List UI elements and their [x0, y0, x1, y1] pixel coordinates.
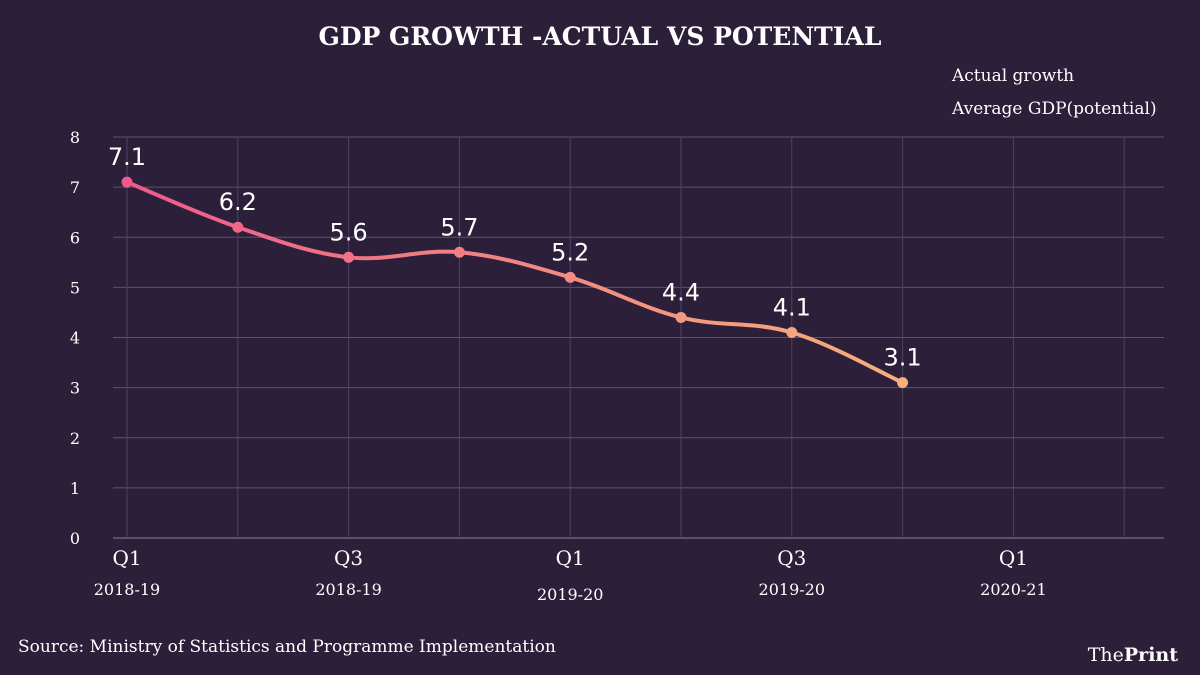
chart-title: GDP GROWTH -ACTUAL VS POTENTIAL: [319, 22, 882, 51]
series-actual: [121, 176, 909, 389]
actual-point: [121, 176, 133, 188]
data-label: 5.2: [551, 238, 589, 266]
actual-point: [453, 246, 465, 258]
x-tick-year: 2019-20: [759, 580, 825, 599]
actual-point: [675, 311, 687, 323]
data-label: 3.1: [884, 344, 922, 372]
actual-point: [786, 326, 798, 338]
x-tick-year: 2019-20: [537, 585, 603, 604]
data-label: 6.2: [219, 188, 257, 216]
y-tick-label: 0: [70, 529, 80, 548]
actual-point: [343, 251, 355, 263]
brand-prefix: The: [1088, 644, 1124, 666]
legend: Actual growth Average GDP(potential): [883, 66, 1157, 119]
x-tick-year: 2020-21: [980, 580, 1046, 599]
data-label: 5.7: [440, 213, 478, 241]
actual-point: [564, 271, 576, 283]
actual-point: [232, 221, 244, 233]
data-labels: 7.1 6.2 5.6 5.7 5.2 4.4 4.1 3.1: [108, 143, 922, 371]
y-tick-label: 4: [70, 329, 80, 348]
x-tick-quarter: Q1: [999, 546, 1028, 570]
x-tick-quarter: Q1: [112, 546, 141, 570]
y-tick-label: 2: [70, 429, 80, 448]
data-label: 4.4: [662, 278, 700, 306]
x-tick-quarter: Q3: [777, 546, 806, 570]
y-tick-label: 5: [70, 278, 80, 297]
x-tick-year: 2018-19: [94, 580, 160, 599]
y-tick-label: 8: [70, 128, 80, 147]
x-tick-year: 2018-19: [315, 580, 381, 599]
y-tick-label: 1: [70, 479, 80, 498]
x-axis-ticks: Q1 2018-19 Q3 2018-19 Q1 2019-20 Q3 2019-20 Q1 20…: [94, 546, 1047, 604]
data-label: 7.1: [108, 143, 146, 171]
actual-point: [897, 377, 909, 389]
grid: [113, 136, 1164, 539]
data-label: 5.6: [330, 218, 368, 246]
brand-suffix: Print: [1124, 644, 1178, 666]
y-tick-label: 6: [70, 228, 80, 247]
legend-label-potential: Average GDP(potential): [951, 99, 1157, 119]
source-note: Source: Ministry of Statistics and Progr…: [18, 637, 556, 657]
data-label: 4.1: [773, 293, 811, 321]
y-tick-label: 3: [70, 379, 80, 398]
x-tick-quarter: Q1: [556, 546, 585, 570]
brand-logo: ThePrint: [1088, 644, 1178, 666]
legend-label-actual: Actual growth: [951, 66, 1074, 86]
x-tick-quarter: Q3: [334, 546, 363, 570]
y-axis-ticks: 0 1 2 3 4 5 6 7 8: [70, 128, 80, 548]
y-tick-label: 7: [70, 178, 80, 197]
